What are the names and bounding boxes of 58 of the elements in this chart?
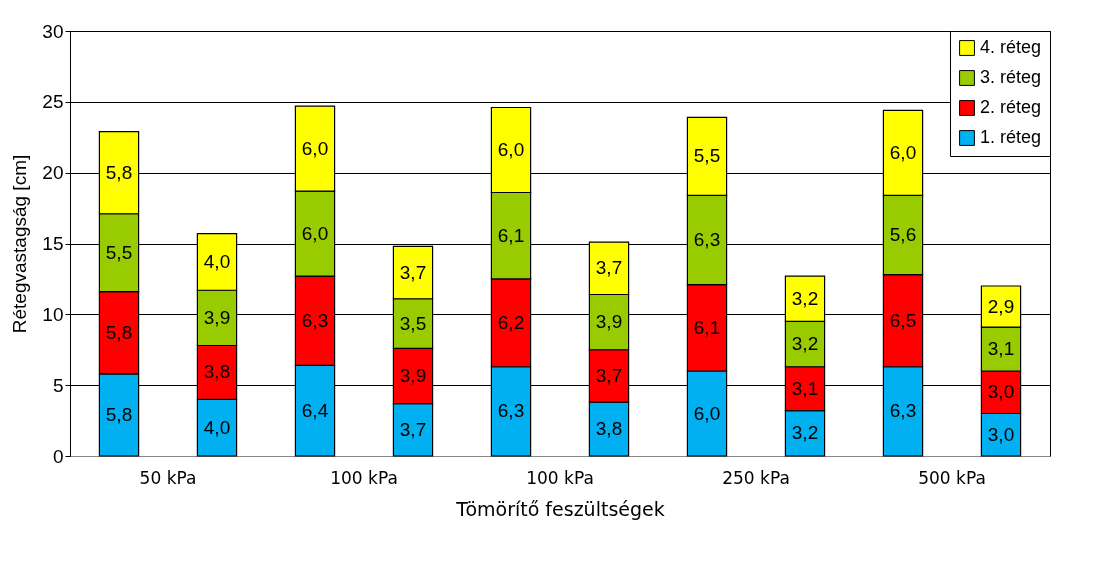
data-label: 4,0	[203, 416, 231, 438]
data-label: 3,8	[203, 361, 231, 383]
legend-label: 1. réteg	[980, 127, 1042, 147]
data-label: 3,1	[987, 338, 1015, 360]
y-axis-title: Rétegvastagság [cm]	[9, 154, 31, 334]
data-label: 5,8	[105, 403, 133, 425]
data-label: 2,9	[987, 295, 1015, 317]
data-label: 6,3	[301, 309, 329, 331]
y-tick-label: 0	[52, 445, 64, 467]
legend-label: 2. réteg	[980, 97, 1042, 117]
x-tick-label: 50 kPa	[139, 467, 197, 488]
data-label: 3,8	[595, 418, 623, 440]
data-label: 3,7	[595, 364, 623, 386]
data-label: 6,3	[693, 228, 721, 250]
y-tick-label: 10	[42, 303, 64, 325]
data-label: 3,7	[399, 418, 427, 440]
data-label: 3,0	[987, 423, 1015, 445]
data-label: 5,8	[105, 161, 133, 183]
data-label: 6,0	[301, 137, 329, 159]
data-label: 3,2	[791, 333, 819, 355]
y-tick-label: 30	[42, 20, 64, 42]
data-label: 6,0	[497, 139, 525, 160]
data-label: 3,5	[399, 312, 427, 334]
x-tick-label: 100 kPa	[526, 467, 594, 488]
data-label: 6,3	[497, 400, 525, 422]
data-label: 3,1	[791, 377, 819, 399]
data-label: 6,1	[693, 316, 721, 338]
x-axis-title: Tömörítő feszültségek	[455, 497, 665, 520]
data-label: 3,0	[987, 381, 1015, 403]
data-label: 6,0	[889, 141, 917, 163]
data-label: 6,5	[889, 309, 917, 331]
data-label: 6,4	[301, 399, 329, 421]
data-label: 6,0	[301, 222, 329, 244]
data-label: 5,6	[889, 224, 917, 245]
data-label: 3,2	[791, 287, 819, 309]
x-tick-label: 100 kPa	[330, 467, 398, 488]
data-label: 5,5	[105, 241, 133, 263]
data-label: 6,3	[889, 400, 917, 422]
data-label: 6,1	[497, 224, 525, 246]
y-tick-label: 20	[42, 162, 64, 184]
data-label: 6,0	[693, 402, 721, 424]
legend-label: 3. réteg	[980, 67, 1042, 87]
data-label: 3,9	[203, 306, 231, 328]
data-label: 3,7	[399, 261, 427, 283]
x-tick-label: 500 kPa	[918, 467, 986, 488]
data-label: 5,5	[693, 145, 721, 167]
legend-label: 4. réteg	[980, 37, 1042, 57]
x-tick-label: 250 kPa	[722, 467, 790, 488]
data-label: 4,0	[203, 250, 231, 272]
data-label: 3,9	[595, 311, 623, 333]
data-label: 3,7	[595, 257, 623, 279]
y-tick-label: 5	[52, 374, 64, 396]
y-tick-label: 15	[42, 233, 64, 254]
data-label: 6,2	[497, 311, 525, 333]
y-tick-label: 25	[42, 91, 64, 113]
data-label: 3,9	[399, 364, 427, 386]
data-label: 5,8	[105, 321, 133, 343]
data-label: 3,2	[791, 422, 819, 444]
